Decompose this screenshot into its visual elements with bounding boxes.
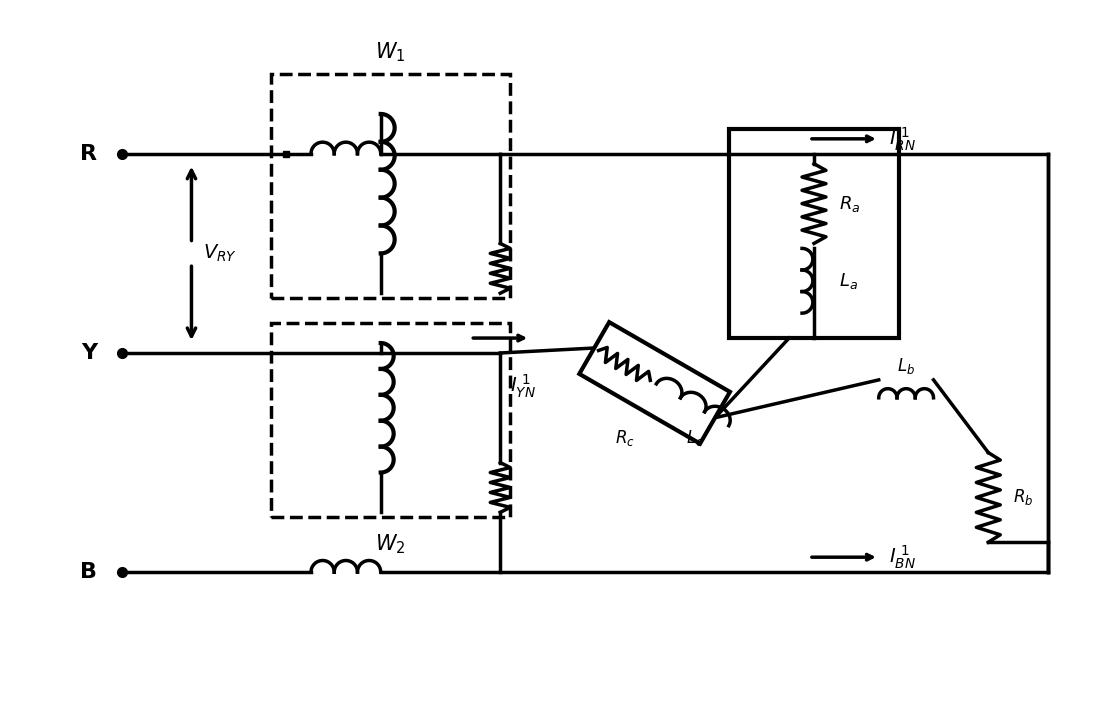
Text: $I_{BN}^{\ 1}$: $I_{BN}^{\ 1}$ [888,543,916,571]
Text: $W_1$: $W_1$ [375,41,405,64]
Text: B: B [80,562,96,582]
Bar [579,322,730,444]
Text: R: R [80,144,96,164]
Text: $L_b$: $L_b$ [897,356,915,376]
Text: $R_c$: $R_c$ [615,427,635,448]
Text: $I_{YN}^{\ 1}$: $I_{YN}^{\ 1}$ [511,373,536,400]
Text: $R_b$: $R_b$ [1014,487,1034,508]
Text: $L_c$: $L_c$ [685,427,703,448]
Text: Y: Y [81,343,96,363]
Text: $I_{RN}^{\ 1}$: $I_{RN}^{\ 1}$ [888,125,916,153]
Text: $V_{RY}$: $V_{RY}$ [204,243,237,264]
Bar [729,129,898,338]
Text: $R_a$: $R_a$ [839,193,860,214]
Text: $L_a$: $L_a$ [839,271,858,291]
Text: $W_2$: $W_2$ [375,532,405,556]
